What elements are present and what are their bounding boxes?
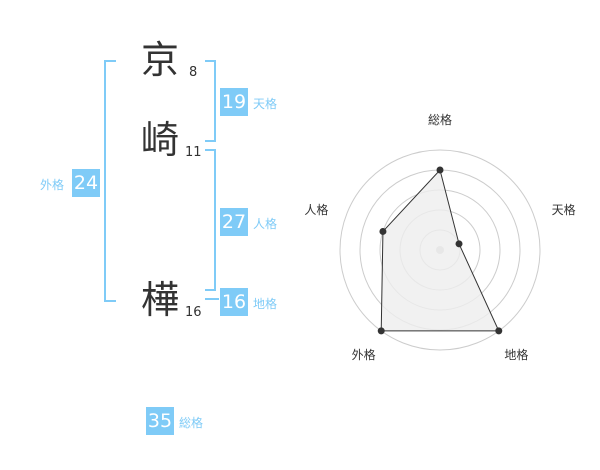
radar-point: [455, 240, 463, 248]
gaikaku-label: 外格: [40, 178, 65, 192]
jinkaku-bracket: [205, 149, 216, 291]
radar-axis-label: 天格: [552, 202, 576, 217]
stroke-count-2: 11: [185, 145, 202, 160]
jinkaku-value: 27: [220, 208, 248, 236]
tenkaku-bracket: [205, 60, 216, 142]
gaikaku-bracket: [104, 60, 116, 302]
radar-point: [379, 227, 387, 235]
radar-ring: [339, 149, 541, 351]
radar-point: [495, 327, 503, 335]
chikaku-label: 地格: [253, 297, 278, 311]
soukaku-value: 35: [146, 407, 174, 435]
chikaku-connector: [205, 298, 219, 300]
jinkaku-label: 人格: [253, 217, 278, 231]
stroke-count-3: 16: [185, 305, 202, 320]
stroke-count-1: 8: [189, 65, 198, 80]
name-char-3: 樺: [140, 278, 179, 322]
radar-axis-label: 総格: [428, 112, 452, 127]
radar-point: [436, 166, 444, 174]
tenkaku-value: 19: [220, 88, 248, 116]
radar-axis-label: 外格: [352, 347, 376, 362]
name-char-2: 崎: [140, 118, 179, 162]
radar-axis-label: 地格: [504, 347, 528, 362]
radar-axis-label: 人格: [304, 202, 328, 217]
gaikaku-value: 24: [72, 169, 100, 197]
tenkaku-label: 天格: [253, 97, 278, 111]
radar-point: [377, 327, 385, 335]
radar-area: [380, 168, 500, 332]
name-char-1: 京: [140, 38, 179, 82]
soukaku-label: 総格: [179, 416, 204, 430]
chikaku-value: 16: [220, 288, 248, 316]
